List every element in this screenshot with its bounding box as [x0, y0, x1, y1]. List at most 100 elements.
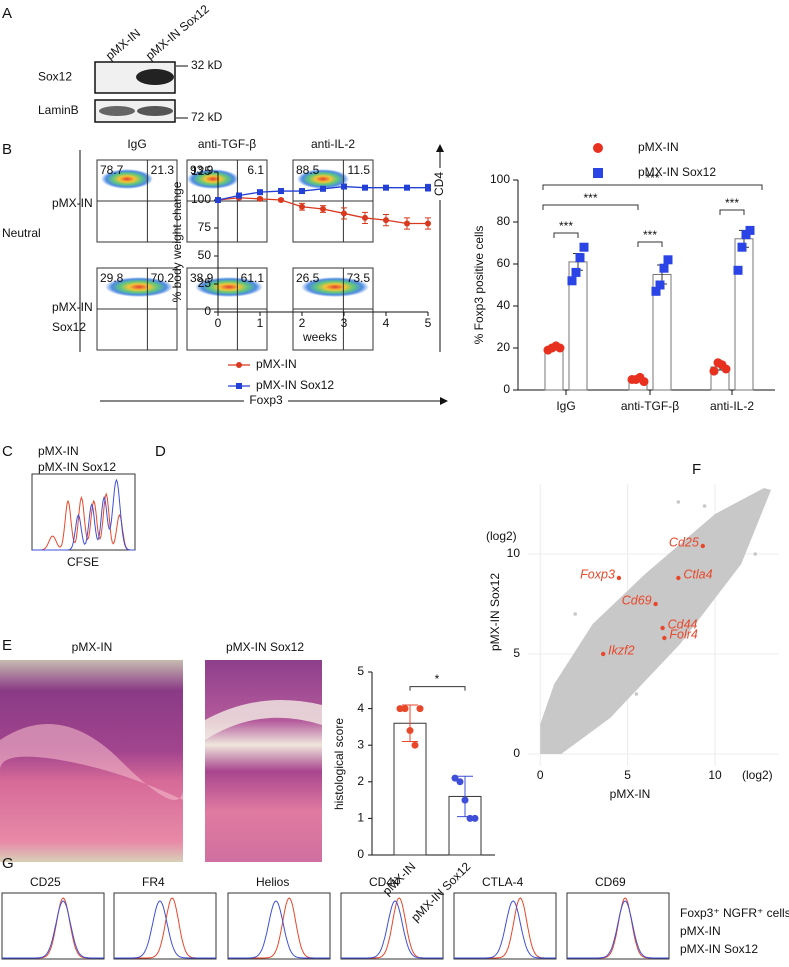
marker-label: CD25: [30, 875, 61, 889]
band-label: Sox12: [38, 70, 72, 84]
data-point: [466, 814, 474, 822]
blot-band: [99, 106, 135, 116]
data-point: [404, 220, 410, 227]
significance-label: *: [435, 672, 440, 686]
gene-point: [700, 543, 706, 549]
x-tick-label: 0: [215, 316, 222, 330]
lane-label: pMX-IN Sox12: [143, 2, 212, 63]
quadrant-value: 11.5: [348, 163, 371, 177]
histogram-curve: [454, 900, 556, 959]
legend-title: Foxp3⁺ NGFR⁺ cells: [680, 906, 789, 920]
data-point: [257, 189, 263, 196]
histology-image: [205, 660, 322, 862]
data-point: [383, 217, 389, 224]
quadrant-value: 38.9: [190, 271, 214, 285]
significance-label: ***: [559, 219, 573, 233]
significance-bracket: [719, 209, 745, 215]
quadrant-value: 29.8: [100, 271, 124, 285]
histogram-frame: [31, 473, 136, 551]
quadrant-value: 93.9: [190, 163, 214, 177]
legend-label: pMX-IN Sox12: [680, 942, 758, 956]
data-point: [236, 192, 242, 199]
gene-label: Cd25: [669, 535, 699, 549]
legend-marker: [593, 143, 603, 153]
arrow-head: [440, 397, 448, 405]
y-tick-label: 100: [191, 192, 211, 206]
x-axis-label: weeks: [302, 330, 337, 344]
y-tick-label: 0: [513, 746, 520, 760]
y-tick-label: 1: [357, 811, 364, 825]
data-point: [362, 214, 368, 221]
y-tick-label: 2: [357, 774, 364, 788]
histogram-frame: [1, 892, 105, 960]
histogram-curve: [567, 897, 669, 959]
y-tick-label: 4: [357, 701, 364, 715]
data-point: [299, 203, 305, 210]
background-gene: [573, 612, 578, 616]
marker-label: FR4: [142, 875, 165, 889]
histogram-frame: [113, 892, 217, 960]
cell-density: [101, 169, 153, 189]
cell-density: [105, 277, 173, 297]
data-point: [456, 778, 464, 786]
expression-cloud: [540, 488, 772, 754]
error-bar: [402, 704, 418, 743]
data-point: [571, 267, 581, 277]
gene-label: Foxp3: [580, 567, 615, 581]
significance-bracket: [553, 232, 579, 238]
background-gene: [634, 692, 639, 696]
histogram-curve: [114, 897, 216, 959]
x-tick-label: 10: [708, 768, 722, 782]
cell-density: [187, 169, 239, 189]
gene-point: [660, 625, 665, 631]
data-point: [425, 184, 431, 191]
data-point: [709, 366, 719, 376]
data-point: [404, 184, 410, 191]
data-point: [575, 253, 585, 263]
column-header: anti-IL-2: [311, 137, 355, 151]
legend-marker: [593, 168, 603, 178]
label-bg: [244, 393, 288, 409]
x-tick-label: 0: [537, 768, 544, 782]
y-tick-label: 5: [357, 664, 364, 678]
gene-point: [616, 575, 622, 581]
x-tick-label: 2: [299, 316, 306, 330]
background-gene: [728, 526, 733, 530]
y-axis-label: pMX-IN Sox12: [488, 573, 502, 651]
y-tick-label: 0: [357, 847, 364, 861]
tissue-layer: [205, 700, 322, 740]
legend-label: pMX-IN: [638, 140, 679, 154]
data-point: [320, 185, 326, 192]
data-point: [471, 814, 479, 822]
image-label: pMX-IN Sox12: [226, 640, 304, 654]
axis-label: CFSE: [67, 555, 99, 569]
legend-label: pMX-IN Sox12: [256, 378, 334, 392]
data-point: [651, 286, 661, 296]
gene-label: Cd44: [668, 617, 698, 631]
y-tick-label: 100: [490, 172, 510, 186]
significance-bracket: [542, 184, 763, 190]
x-tick-label: anti-TGF-β: [621, 399, 679, 413]
y-tick-label: 0: [204, 304, 211, 318]
condition-label: Neutral: [2, 226, 41, 240]
gene-point: [600, 651, 606, 657]
x-tick-label: pMX-IN Sox12: [408, 859, 473, 924]
panel-letter: A: [2, 5, 12, 22]
data-point: [721, 364, 731, 374]
significance-bracket: [542, 204, 639, 210]
legend-label: pMX-IN: [680, 924, 721, 938]
row-label: pMX-IN: [52, 196, 93, 210]
y-tick-label: 3: [357, 737, 364, 751]
data-point: [733, 265, 743, 275]
marker-label: CD44: [369, 875, 400, 889]
background-gene: [702, 504, 707, 508]
legend-label: pMX-IN Sox12: [38, 460, 116, 474]
histogram-frame: [227, 892, 331, 960]
blot-band: [136, 69, 174, 85]
quadrant-value: 70.2: [151, 271, 175, 285]
data-point: [425, 220, 431, 227]
y-tick-label: 125: [191, 164, 211, 178]
marker-label: Helios: [256, 875, 289, 889]
significance-bracket: [637, 241, 663, 247]
